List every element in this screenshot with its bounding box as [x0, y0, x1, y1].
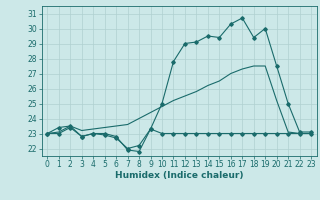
- X-axis label: Humidex (Indice chaleur): Humidex (Indice chaleur): [115, 171, 244, 180]
